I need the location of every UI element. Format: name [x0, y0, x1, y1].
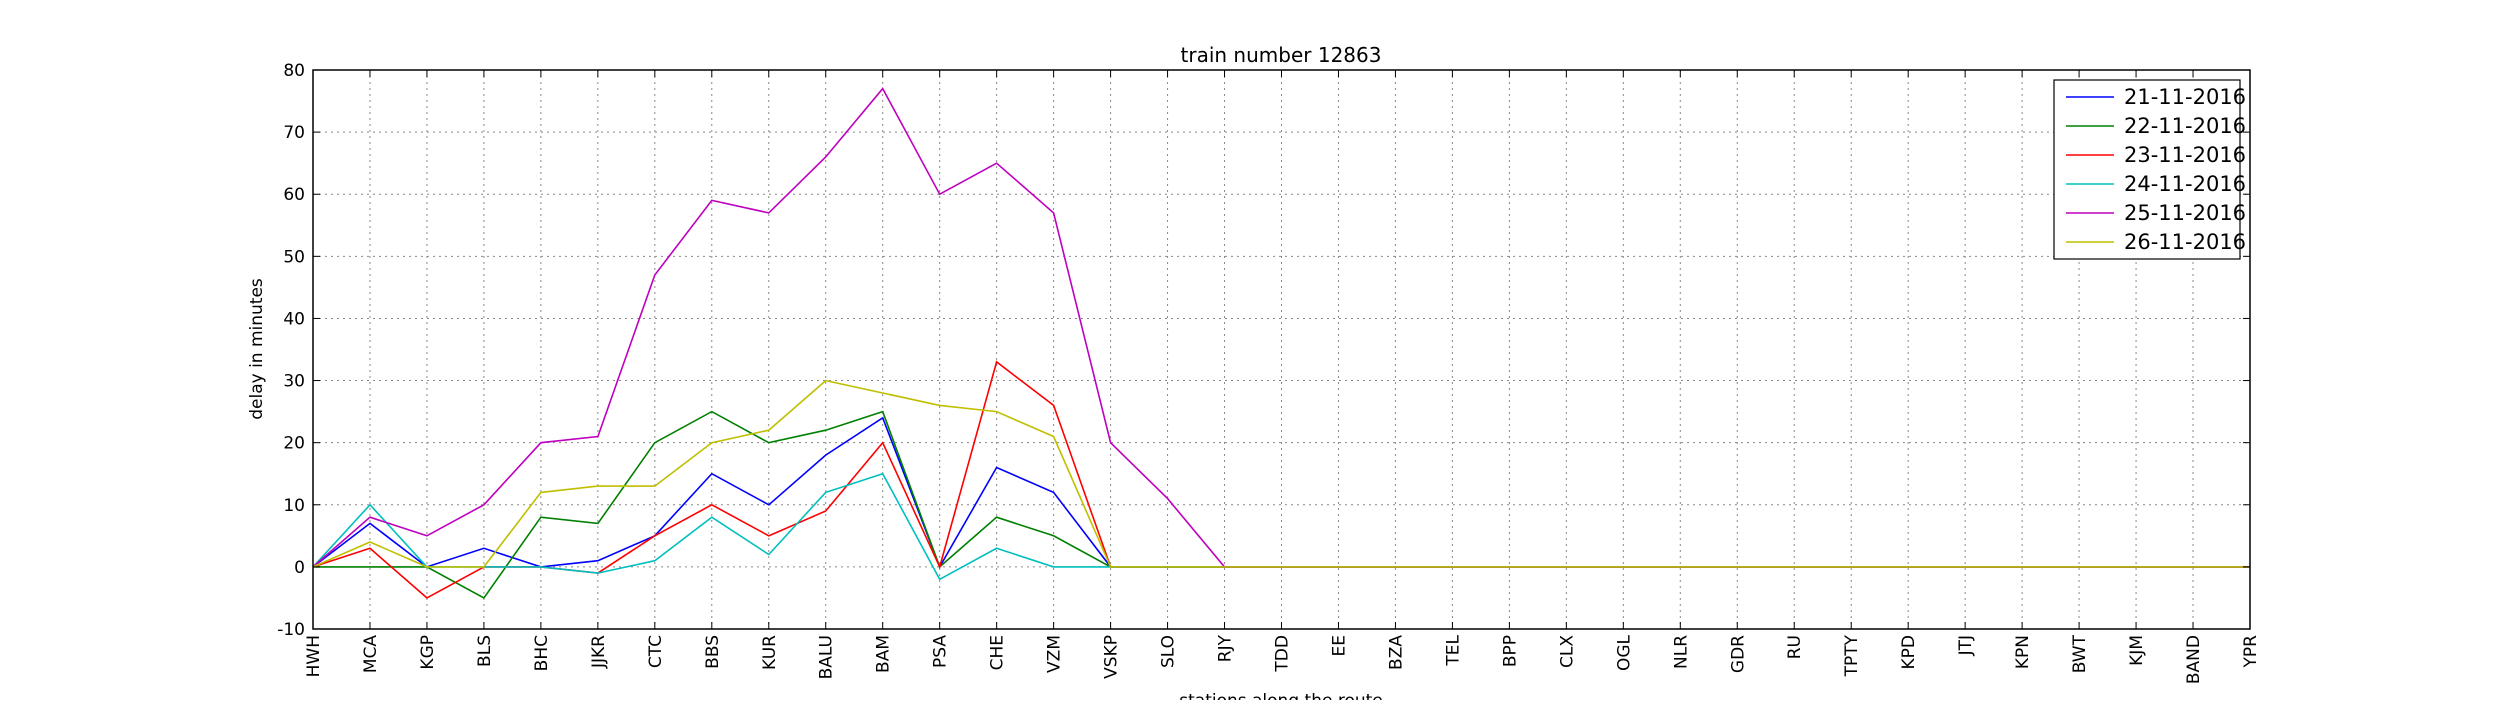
x-tick-label: MCA: [361, 635, 381, 674]
x-tick-label: PSA: [931, 635, 951, 668]
x-tick-label: TPTY: [1842, 634, 1862, 677]
x-tick-label: BLS: [475, 635, 495, 667]
y-tick-label: 50: [283, 247, 305, 267]
x-tick-label: VZM: [1045, 635, 1065, 673]
x-tick-label: EE: [1329, 635, 1349, 656]
x-tick-label: NLR: [1671, 635, 1691, 669]
series-lines: [312, 87, 2250, 599]
x-tick-label: OGL: [1614, 634, 1634, 671]
x-tick-label: KPN: [2013, 635, 2033, 669]
y-tick-label: 20: [283, 434, 305, 454]
x-tick-label: TDD: [1273, 635, 1293, 673]
x-tick-label: KGP: [418, 635, 438, 670]
legend-box: [2053, 79, 2241, 260]
x-tick-label: RJY: [1216, 634, 1236, 662]
x-tick-label: SLO: [1159, 635, 1179, 668]
x-tick-label: BBS: [703, 635, 723, 669]
legend: 21-11-2016 22-11-2016 23-11-2016 24-11-2016…: [2053, 79, 2246, 260]
legend-label: 21-11-2016: [2124, 85, 2246, 109]
x-tick-label: BHC: [532, 635, 552, 671]
y-tick-label: 40: [283, 309, 305, 329]
series-line: [312, 379, 2250, 568]
x-tick-label: VSKP: [1102, 635, 1122, 679]
x-tick-label: TEL: [1443, 634, 1463, 666]
x-tick-label: GDR: [1728, 635, 1748, 673]
x-tick-label: KJM: [2127, 635, 2147, 666]
x-tick-label: KUR: [760, 635, 780, 670]
y-tick-label: 80: [283, 61, 305, 81]
x-tick-label: BAM: [874, 635, 894, 673]
x-tick-label: YPR: [2241, 635, 2261, 669]
legend-label: 24-11-2016: [2124, 172, 2246, 196]
x-tick-label: KPD: [1899, 635, 1919, 670]
x-tick-label: BWT: [2070, 634, 2090, 673]
y-axis-label: delay in minutes: [247, 278, 267, 420]
x-tick-label: CTC: [646, 635, 666, 668]
grid: [312, 69, 2251, 630]
y-tick-label: 60: [283, 185, 305, 205]
x-tick-label: BZA: [1386, 635, 1406, 670]
x-tick-label: BPP: [1500, 635, 1520, 667]
x-tick-label: HWH: [304, 635, 324, 677]
y-tick-label: -10: [277, 620, 305, 640]
ticks: HWH MCA KGP BLS BHC JJKR CTC BBS KUR BALU BAM PSA CH…: [277, 61, 2261, 684]
x-axis-label: stations along the route: [1179, 691, 1383, 700]
legend-label: 22-11-2016: [2124, 114, 2246, 138]
x-tick-label: RU: [1785, 635, 1805, 659]
chart-title: train number 12863: [1181, 43, 1382, 67]
x-tick-label: BAND: [2184, 635, 2204, 684]
y-tick-label: 70: [283, 123, 305, 143]
x-tick-label: JJKR: [589, 635, 609, 669]
legend-label: 23-11-2016: [2124, 143, 2246, 167]
y-tick-label: 10: [283, 496, 305, 516]
y-tick-label: 0: [294, 558, 305, 578]
y-tick-label: 30: [283, 372, 305, 392]
legend-label: 25-11-2016: [2124, 201, 2246, 225]
legend-label: 26-11-2016: [2124, 230, 2246, 254]
x-tick-label: CHE: [988, 635, 1008, 670]
x-tick-label: BALU: [817, 635, 837, 679]
x-tick-label: JTJ: [1956, 635, 1976, 656]
x-tick-label: CLX: [1557, 635, 1577, 668]
